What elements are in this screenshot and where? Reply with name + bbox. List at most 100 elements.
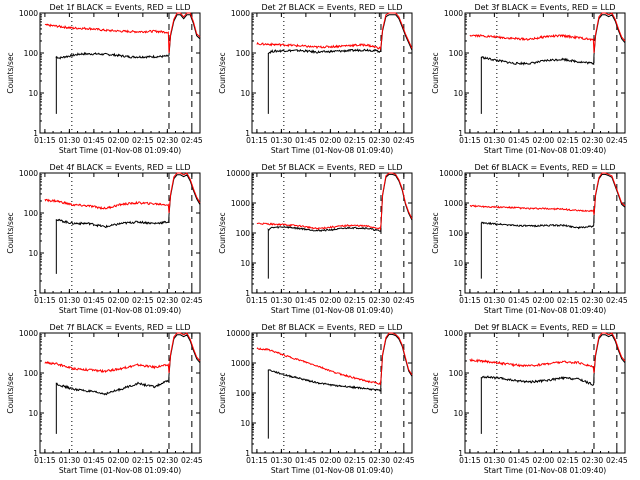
y-tick-label: 1 — [245, 289, 250, 298]
detector-panel: Det 5f BLACK = Events, RED = LLD 1 10 100 10… — [218, 163, 415, 315]
y-tick-label: 1000 — [444, 329, 463, 338]
x-tick-label: 02:15 — [344, 296, 366, 305]
lld-series-line — [469, 172, 626, 215]
y-axis-label: Counts/sec — [6, 212, 15, 253]
x-tick-label: 01:45 — [83, 136, 105, 145]
x-tick-label: 02:15 — [132, 456, 154, 465]
x-tick-label: 01:30 — [271, 296, 293, 305]
plot-frame — [39, 12, 201, 134]
x-tick-label: 01:45 — [295, 456, 317, 465]
x-tick-label: 02:00 — [108, 136, 130, 145]
y-tick-label: 100 — [236, 389, 251, 398]
x-tick-label: 02:45 — [393, 456, 415, 465]
x-tick-label: 01:15 — [34, 136, 56, 145]
x-tick-label: 01:45 — [508, 456, 530, 465]
detector-panel: Det 3f BLACK = Events, RED = LLD 1 10 100 10… — [431, 3, 628, 155]
y-tick-label: 100 — [24, 209, 39, 218]
x-axis-label: Start Time (01-Nov-08 01:09:40) — [484, 306, 606, 315]
events-series-line — [480, 334, 626, 434]
panel-title: Det 1f BLACK = Events, RED = LLD — [49, 3, 190, 12]
y-axis-label: Counts/sec — [431, 372, 440, 413]
panel-title: Det 4f BLACK = Events, RED = LLD — [49, 163, 190, 172]
x-axis-label: Start Time (01-Nov-08 01:09:40) — [271, 466, 393, 475]
x-tick-label: 02:15 — [557, 136, 579, 145]
y-tick-label: 1 — [33, 289, 38, 298]
x-tick-label: 02:30 — [157, 456, 179, 465]
x-tick-label: 01:45 — [295, 136, 317, 145]
y-tick-label: 1000 — [231, 9, 250, 18]
x-tick-label: 02:00 — [533, 296, 555, 305]
x-tick-label: 02:15 — [557, 296, 579, 305]
x-tick-label: 01:15 — [459, 136, 481, 145]
lld-series-line — [469, 332, 626, 374]
y-tick-label: 100 — [24, 369, 39, 378]
panel-title: Det 8f BLACK = Events, RED = LLD — [261, 323, 402, 332]
panel-title: Det 9f BLACK = Events, RED = LLD — [474, 323, 615, 332]
y-tick-label: 10000 — [226, 169, 250, 178]
y-tick-label: 100 — [449, 369, 464, 378]
x-tick-label: 02:00 — [108, 456, 130, 465]
detector-panel: Det 7f BLACK = Events, RED = LLD 1 10 100 10… — [6, 323, 203, 475]
x-axis-label: Start Time (01-Nov-08 01:09:40) — [484, 146, 606, 155]
x-axis-label: Start Time (01-Nov-08 01:09:40) — [59, 466, 181, 475]
x-tick-label: 02:15 — [132, 136, 154, 145]
detector-panel: Det 8f BLACK = Events, RED = LLD 1 10 100 10… — [218, 323, 415, 475]
x-tick-label: 01:45 — [295, 296, 317, 305]
y-tick-label: 100 — [236, 49, 251, 58]
x-tick-label: 02:30 — [157, 296, 179, 305]
x-tick-label: 01:15 — [246, 296, 268, 305]
x-tick-label: 01:30 — [59, 456, 81, 465]
y-tick-label: 1 — [458, 449, 463, 458]
y-tick-label: 1 — [458, 129, 463, 138]
x-tick-label: 02:45 — [606, 296, 628, 305]
x-axis-label: Start Time (01-Nov-08 01:09:40) — [271, 146, 393, 155]
x-tick-label: 02:45 — [181, 456, 203, 465]
x-tick-label: 01:15 — [459, 456, 481, 465]
x-tick-label: 01:45 — [83, 456, 105, 465]
events-series-line — [480, 173, 626, 279]
x-tick-label: 02:30 — [582, 456, 604, 465]
y-tick-label: 1000 — [231, 359, 250, 368]
x-tick-label: 01:45 — [508, 296, 530, 305]
panel-title: Det 2f BLACK = Events, RED = LLD — [261, 3, 402, 12]
x-tick-label: 01:30 — [271, 456, 293, 465]
x-tick-label: 01:15 — [34, 456, 56, 465]
x-axis-label: Start Time (01-Nov-08 01:09:40) — [59, 306, 181, 315]
y-tick-label: 10 — [453, 259, 463, 268]
events-series-line — [55, 334, 201, 434]
x-tick-label: 01:45 — [83, 296, 105, 305]
panel-title: Det 6f BLACK = Events, RED = LLD — [474, 163, 615, 172]
y-tick-label: 1000 — [19, 169, 38, 178]
lld-series-line — [256, 332, 413, 386]
plot-frame — [464, 12, 626, 134]
y-tick-label: 1000 — [19, 9, 38, 18]
y-tick-label: 1000 — [444, 199, 463, 208]
x-tick-label: 02:30 — [369, 296, 391, 305]
events-series-line — [480, 14, 626, 114]
y-tick-label: 10 — [453, 409, 463, 418]
plot-frame — [39, 332, 201, 454]
panel-title: Det 3f BLACK = Events, RED = LLD — [474, 3, 615, 12]
y-axis-label: Counts/sec — [431, 52, 440, 93]
x-tick-label: 02:00 — [108, 296, 130, 305]
x-tick-label: 02:15 — [344, 136, 366, 145]
x-tick-label: 01:30 — [484, 456, 506, 465]
y-axis-label: Counts/sec — [431, 212, 440, 253]
y-tick-label: 10000 — [439, 169, 463, 178]
y-tick-label: 1000 — [19, 329, 38, 338]
x-tick-label: 02:30 — [582, 136, 604, 145]
x-tick-label: 02:45 — [606, 136, 628, 145]
y-tick-label: 100 — [449, 49, 464, 58]
lld-series-line — [469, 12, 626, 54]
y-tick-label: 10 — [28, 89, 38, 98]
detector-panel: Det 4f BLACK = Events, RED = LLD 1 10 100 10… — [6, 163, 203, 315]
panel-title: Det 7f BLACK = Events, RED = LLD — [49, 323, 190, 332]
detector-panel: Det 6f BLACK = Events, RED = LLD 1 10 100 10… — [431, 163, 628, 315]
x-tick-label: 01:15 — [246, 136, 268, 145]
y-tick-label: 10 — [240, 259, 250, 268]
plot-frame — [464, 172, 626, 294]
y-tick-label: 100 — [449, 229, 464, 238]
x-tick-label: 01:30 — [59, 296, 81, 305]
y-tick-label: 10 — [240, 419, 250, 428]
x-tick-label: 01:45 — [508, 136, 530, 145]
